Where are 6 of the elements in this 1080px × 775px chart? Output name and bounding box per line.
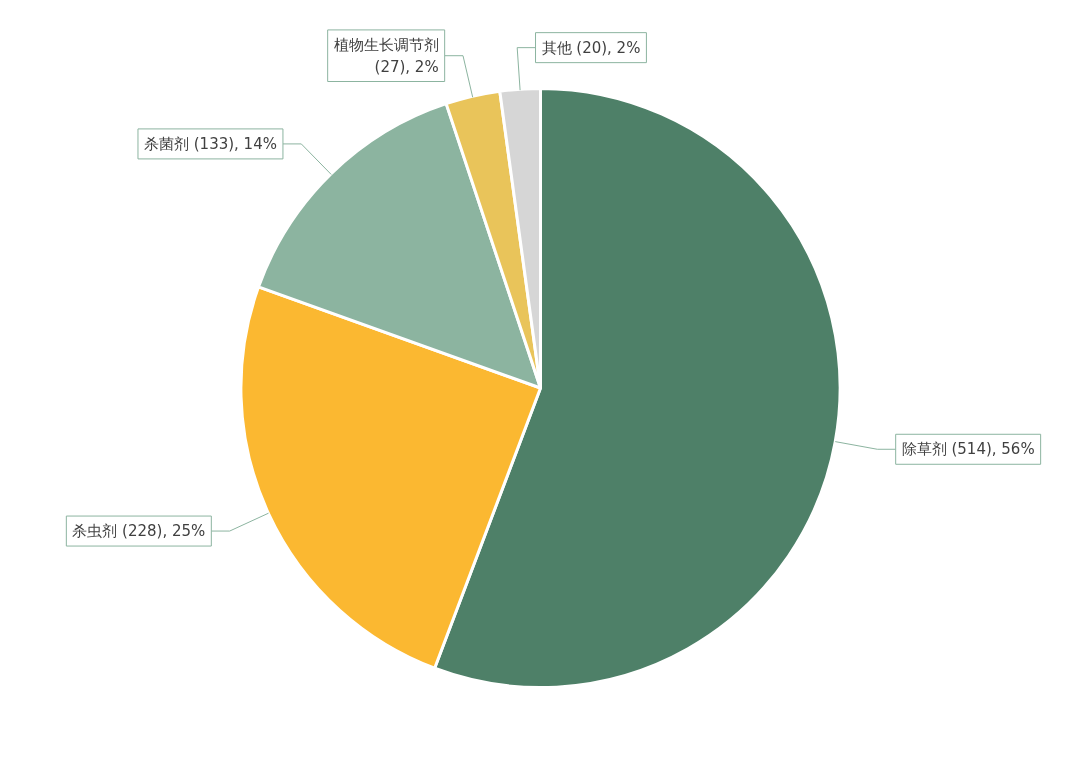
slice-label: 杀菌剂 (133), 14% xyxy=(143,134,277,153)
slice-label: 其他 (20), 2% xyxy=(541,38,641,57)
slice-label: 除草剂 (514), 56% xyxy=(901,440,1035,459)
data-label: (27), 2% xyxy=(374,57,439,76)
slice-label: 植物生长调节剂 xyxy=(333,35,439,54)
slice-label: 杀虫剂 (228), 25% xyxy=(72,522,206,541)
